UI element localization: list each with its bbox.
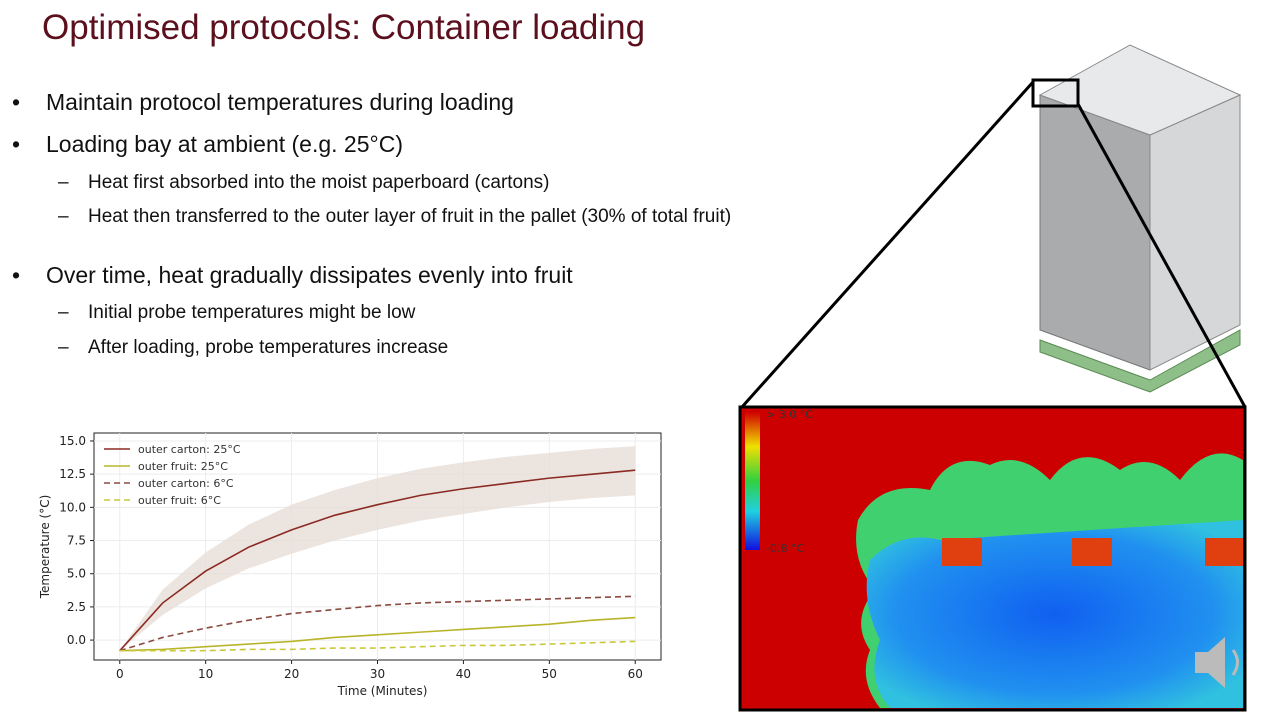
zoom-line (1076, 103, 1247, 408)
y-tick-label: 10.0 (59, 500, 86, 514)
bullet: Over time, heat gradually dissipates eve… (12, 262, 573, 289)
chart: 0 10 20 30 40 50 60 0.0 2.5 5.0 7.5 10.0 12.5 15.0 Tim… (38, 433, 661, 698)
x-tick-label: 40 (456, 667, 471, 681)
slide-title: Optimised protocols: Container loading (42, 8, 646, 47)
colorbar-label: > 3.0 °C (766, 408, 813, 421)
x-tick-label: 20 (284, 667, 299, 681)
x-tick-label: 60 (628, 667, 643, 681)
y-tick-label: 0.0 (67, 633, 86, 647)
zoom-line (740, 80, 1035, 409)
series-line (119, 616, 636, 652)
x-tick-label: 0 (116, 667, 124, 681)
x-tick-label: 30 (370, 667, 385, 681)
legend-label: outer fruit: 6°C (138, 494, 221, 507)
x-tick-label: 10 (198, 667, 213, 681)
colorbar-label: -0.8 °C (766, 542, 804, 555)
legend-label: outer carton: 25°C (138, 443, 241, 456)
x-axis-label: Time (Minutes) (337, 684, 428, 698)
x-tick-label: 50 (542, 667, 557, 681)
heatmap: > 3.0 °C -0.8 °C (738, 405, 1247, 712)
legend-label: outer fruit: 25°C (138, 460, 228, 473)
y-tick-label: 15.0 (59, 434, 86, 448)
y-tick-label: 7.5 (67, 534, 86, 548)
sub-bullet: After loading, probe temperatures increa… (58, 337, 448, 359)
confidence-band (119, 446, 636, 651)
y-axis-label: Temperature (°C) (38, 495, 52, 600)
series-line (119, 595, 636, 652)
sub-bullet: Heat first absorbed into the moist paper… (58, 172, 549, 194)
pallet-illustration (1031, 44, 1242, 393)
series-line (119, 640, 636, 652)
legend-label: outer carton: 6°C (138, 477, 234, 490)
bullet: Maintain protocol temperatures during lo… (12, 89, 514, 116)
y-tick-label: 2.5 (67, 600, 86, 614)
bullet: Loading bay at ambient (e.g. 25°C) (12, 131, 403, 158)
speaker-icon[interactable] (1195, 637, 1239, 688)
y-tick-label: 12.5 (59, 467, 86, 481)
y-tick-label: 5.0 (67, 567, 86, 581)
sub-bullet: Initial probe temperatures might be low (58, 302, 415, 324)
sub-bullet: Heat then transferred to the outer layer… (58, 206, 731, 228)
series-line (119, 469, 636, 652)
